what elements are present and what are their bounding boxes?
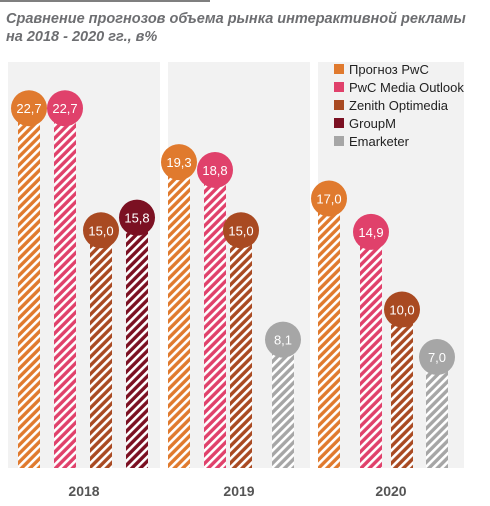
bar: [360, 231, 382, 468]
legend-label: Прогноз PwC: [349, 61, 429, 77]
bar-cap: [11, 90, 47, 127]
legend-item: Emarketer: [334, 132, 464, 150]
data-label: 15,8: [124, 211, 149, 226]
bar-cap: [83, 212, 119, 249]
data-label: 17,0: [316, 192, 341, 207]
legend-label: GroupM: [349, 115, 396, 131]
bar-cap: [47, 90, 83, 127]
legend-item: GroupM: [334, 114, 464, 132]
data-label: 14,9: [358, 225, 383, 240]
legend-label: Zenith Optimedia: [349, 97, 448, 113]
legend-swatch: [334, 82, 344, 92]
data-label: 19,3: [166, 155, 191, 170]
chart-title: Сравнение прогнозов объема рынка интерак…: [6, 11, 466, 45]
legend-swatch: [334, 136, 344, 146]
bar: [272, 339, 294, 468]
bar-cap: [384, 291, 420, 328]
data-label: 22,7: [52, 101, 77, 116]
bar-cap: [311, 180, 347, 217]
legend-item: Zenith Optimedia: [334, 96, 464, 114]
bar-cap: [119, 199, 155, 236]
x-tick-label: 2018: [68, 483, 99, 499]
bar-cap: [353, 213, 389, 250]
data-label: 15,0: [228, 223, 253, 238]
legend-swatch: [334, 118, 344, 128]
data-label: 8,1: [274, 333, 292, 348]
bar: [54, 108, 76, 468]
bar: [18, 108, 40, 468]
legend-item: PwC Media Outlook: [334, 78, 464, 96]
bar-cap: [265, 321, 301, 358]
bar: [168, 162, 190, 468]
bar: [90, 230, 112, 468]
bar: [391, 309, 413, 468]
legend-label: PwC Media Outlook: [349, 79, 464, 95]
legend-label: Emarketer: [349, 133, 409, 149]
data-label: 15,0: [88, 223, 113, 238]
bar: [426, 357, 448, 468]
bar-cap: [197, 152, 233, 189]
legend-item: Прогноз PwC: [334, 60, 464, 78]
bar: [230, 230, 252, 468]
bar-cap: [161, 144, 197, 181]
legend-swatch: [334, 100, 344, 110]
bar: [318, 198, 340, 469]
data-label: 18,8: [202, 163, 227, 178]
bar: [204, 170, 226, 468]
x-tick-label: 2020: [375, 483, 406, 499]
data-label: 7,0: [428, 350, 446, 365]
chart-legend: Прогноз PwC PwC Media Outlook Zenith Optim…: [334, 60, 464, 150]
data-label: 10,0: [389, 303, 414, 318]
bar: [126, 217, 148, 468]
bar-cap: [419, 339, 455, 376]
legend-swatch: [334, 64, 344, 74]
bar-cap: [223, 212, 259, 249]
data-label: 22,7: [16, 101, 41, 116]
x-tick-label: 2019: [223, 483, 254, 499]
top-rule: [0, 0, 210, 2]
